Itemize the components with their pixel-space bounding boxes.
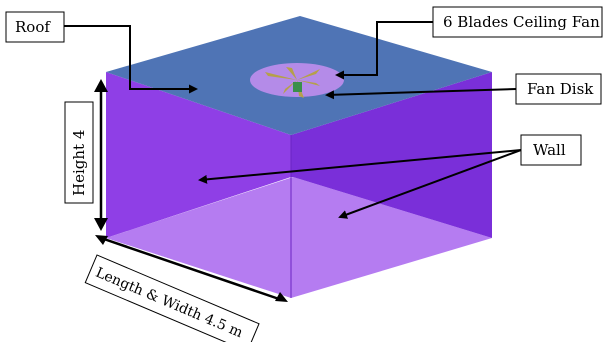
left-wall-face — [106, 72, 291, 238]
height-dimension — [94, 79, 108, 231]
fan-blade — [286, 67, 297, 80]
fan-blade — [265, 72, 297, 80]
roof-label: Roof — [15, 18, 51, 36]
height-label: Height 4 — [70, 130, 88, 196]
length-width-dimension — [95, 235, 288, 302]
fan-callout: 6 Blades Ceiling Fan — [335, 6, 603, 80]
roof-callout: Roof — [5, 11, 198, 94]
fan-disk-label: Fan Disk — [527, 80, 594, 98]
height-callout: Height 4 — [64, 101, 94, 204]
ceiling-fan — [250, 63, 344, 98]
right-wall-face — [291, 72, 492, 238]
room-box — [106, 16, 492, 298]
wall-callout: Wall — [198, 134, 582, 219]
fan-disk-callout: Fan Disk — [325, 73, 602, 105]
fan-label: 6 Blades Ceiling Fan — [443, 13, 600, 31]
fan-blade — [297, 69, 320, 80]
wall-label: Wall — [533, 141, 566, 159]
floor-face — [106, 177, 492, 298]
length-width-label: Length & Width 4.5 m — [93, 265, 245, 342]
fan-blade — [297, 80, 320, 86]
fan-hub — [293, 82, 302, 92]
